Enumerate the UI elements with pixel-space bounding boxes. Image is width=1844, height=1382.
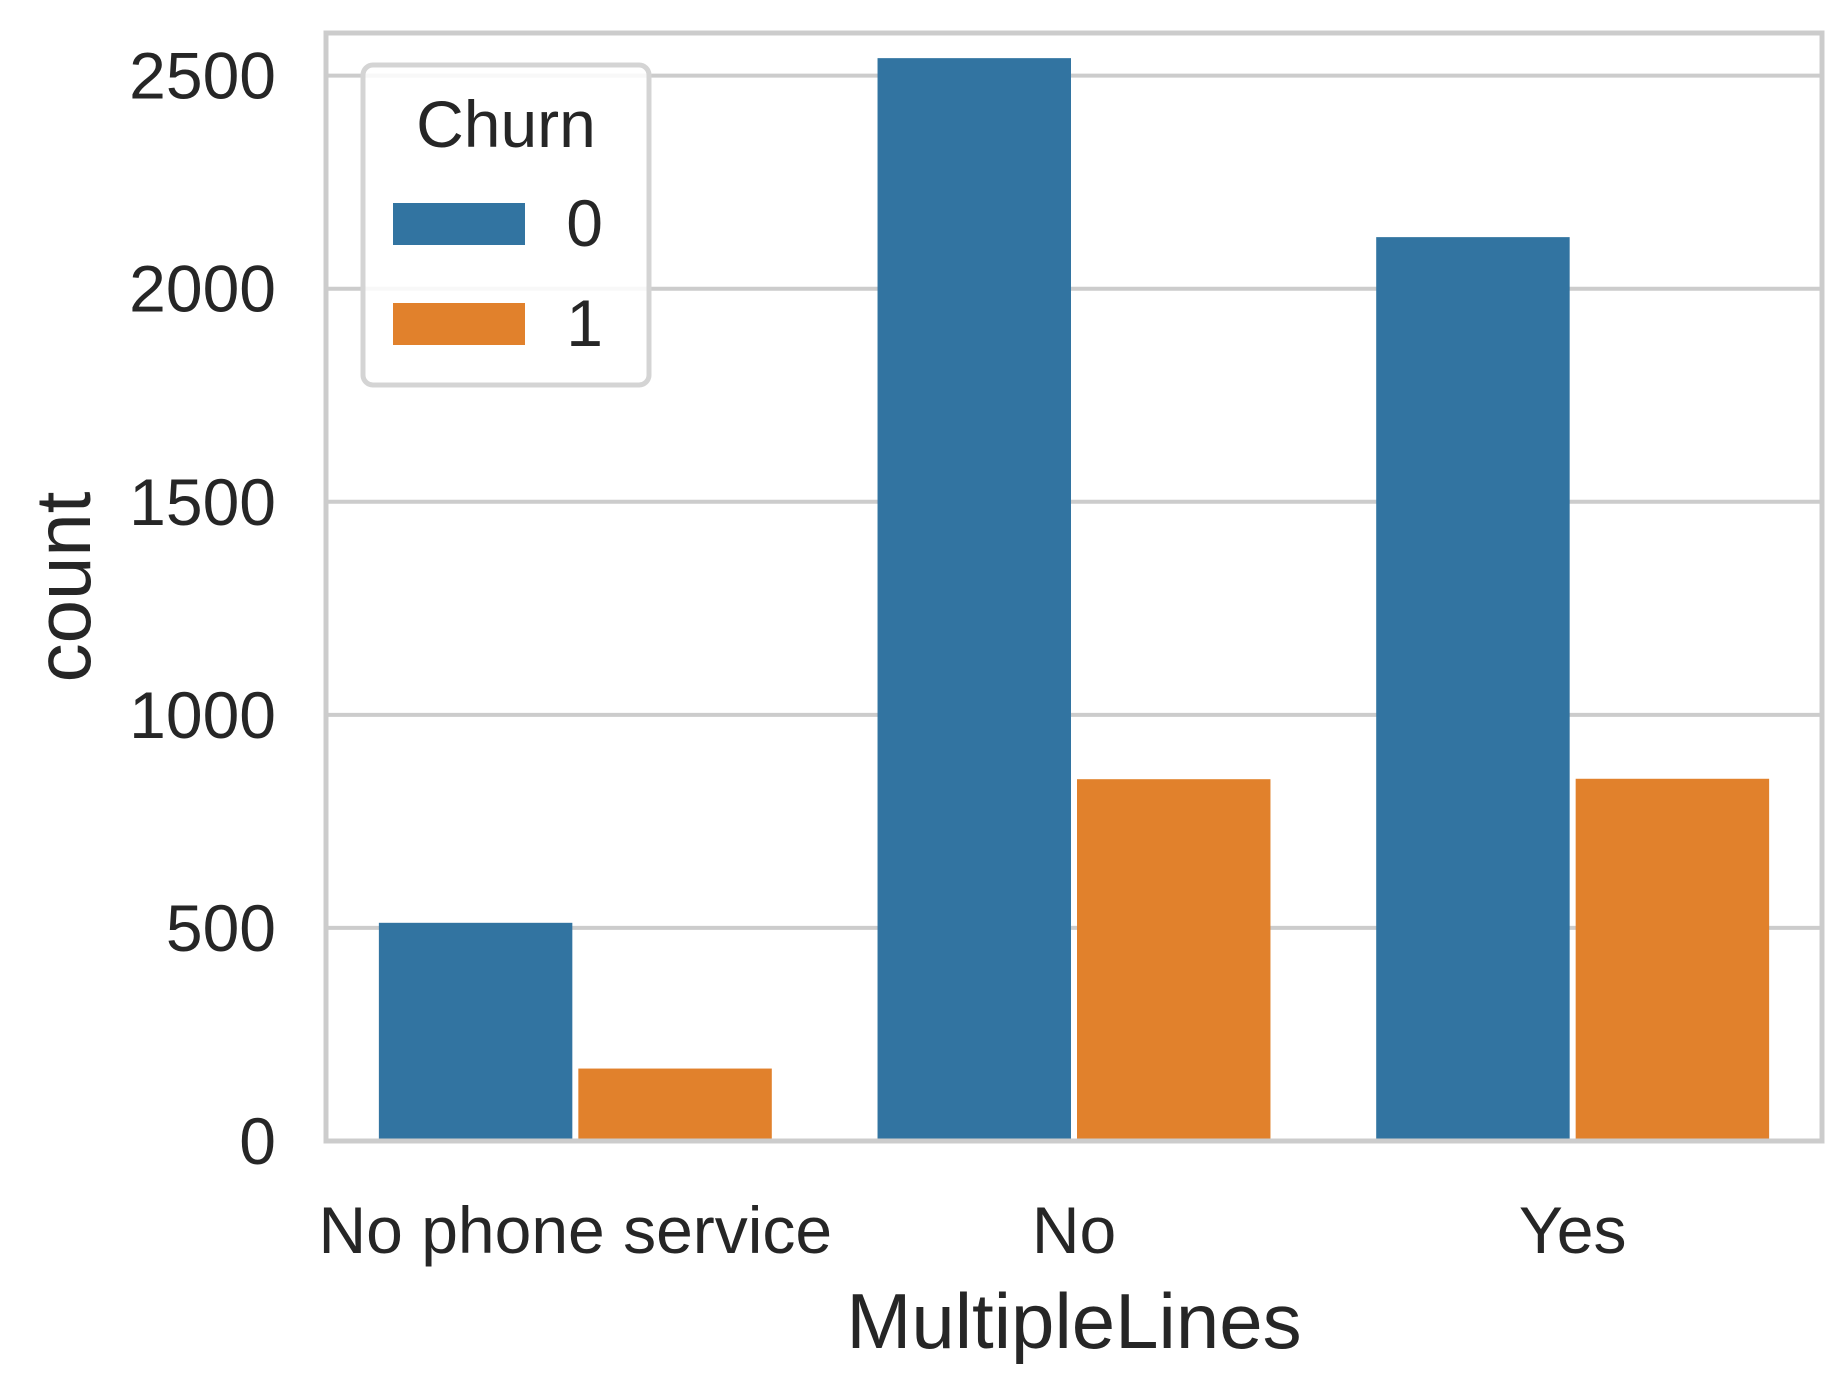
bar-no-phone-service-churn-0 — [378, 922, 573, 1141]
x-axis-label: MultipleLines — [846, 1277, 1301, 1365]
x-tick-label-no-phone-service: No phone service — [319, 1193, 833, 1267]
plot-frame — [323, 30, 1825, 1144]
legend-swatch-churn-1 — [393, 303, 525, 345]
legend-items: 01 — [393, 186, 603, 360]
legend-title: Churn — [416, 87, 596, 161]
y-axis-label: count — [19, 491, 107, 682]
x-axis-ticks: No phone service No Yes — [319, 1193, 1627, 1267]
y-tick-label-2500: 2500 — [129, 39, 276, 113]
bar-yes-churn-0 — [1376, 237, 1570, 1141]
bars — [378, 58, 1770, 1142]
y-tick-label-1500: 1500 — [129, 465, 276, 539]
legend-swatch-churn-0 — [393, 203, 525, 245]
bar-yes-churn-1 — [1575, 778, 1770, 1141]
bar-no-churn-1 — [1077, 779, 1271, 1141]
y-tick-label-0: 0 — [239, 1104, 276, 1178]
legend-label-churn-0: 0 — [566, 186, 603, 260]
legend-label-churn-1: 1 — [566, 286, 603, 360]
y-tick-label-500: 500 — [166, 891, 276, 965]
y-tick-label-1000: 1000 — [129, 678, 276, 752]
y-axis-ticks: 0 500 1000 1500 2000 2500 — [129, 39, 276, 1178]
x-tick-label-no: No — [1032, 1193, 1116, 1267]
y-tick-label-2000: 2000 — [129, 252, 276, 326]
bar-no-churn-0 — [877, 58, 1071, 1142]
x-tick-label-yes: Yes — [1519, 1193, 1627, 1267]
bar-no-phone-service-churn-1 — [578, 1068, 772, 1141]
legend: Churn 01 — [360, 62, 652, 388]
